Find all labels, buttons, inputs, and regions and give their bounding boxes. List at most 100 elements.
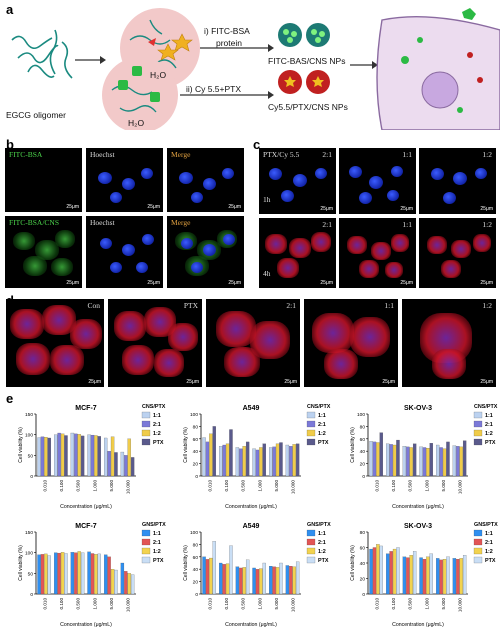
y-tick-label: 100 — [25, 551, 33, 557]
bar — [295, 561, 300, 595]
legend-label: 1:2 — [153, 549, 161, 555]
x-tick-label: 0.010 — [207, 480, 212, 492]
scale-text: 25μm — [88, 379, 101, 385]
legend-label: 2:1 — [318, 540, 326, 546]
bar — [87, 551, 91, 595]
bar — [104, 554, 108, 595]
chart-1: A549 0 20 40 60 80 100 Cell viability (%) 0.010 0… — [183, 404, 331, 510]
b-label-merge-2: Merge — [171, 218, 191, 227]
legend-label: 1:1 — [485, 413, 493, 419]
x-tick-label: 10.000 — [291, 598, 296, 612]
legend-swatch — [473, 556, 483, 564]
legend-swatch — [306, 438, 316, 446]
bar — [456, 559, 460, 595]
bar — [239, 448, 243, 477]
c-ratio-label: 1:1 — [402, 220, 412, 229]
x-tick-label: 0.100 — [391, 480, 396, 492]
bar — [389, 551, 393, 595]
b-label-merge: Merge — [171, 150, 191, 159]
y-tick-label: 60 — [193, 555, 199, 561]
bar — [396, 547, 400, 595]
scale-text: 25μm — [400, 280, 413, 286]
legend-title: CNS/PTX — [307, 404, 331, 410]
x-axis-label: Concentration (μg/mL) — [60, 504, 112, 510]
bar — [235, 566, 240, 595]
bar — [124, 571, 128, 595]
legend-swatch — [141, 547, 151, 555]
c-1h-2-1-image: PTX/Cy 5.5 2:1 1h 25μm — [259, 148, 336, 214]
bar — [422, 559, 427, 595]
bar — [229, 429, 233, 477]
d-2-1-image: 2:1 25μm — [206, 299, 300, 387]
x-tick-label: 0.100 — [59, 480, 64, 492]
bar — [389, 444, 393, 477]
x-tick-label: 1.000 — [257, 480, 262, 492]
bar — [64, 553, 68, 595]
bar — [252, 448, 256, 477]
y-axis-label: Cell viability (%) — [183, 545, 189, 581]
bar — [40, 436, 45, 477]
bar — [212, 541, 216, 595]
bar — [60, 433, 65, 477]
bar — [409, 447, 413, 477]
y-tick-label: 40 — [360, 561, 366, 567]
bar — [37, 554, 41, 595]
y-tick-label: 20 — [193, 462, 199, 468]
bar — [114, 452, 118, 477]
legend-swatch — [306, 547, 316, 555]
bar — [439, 559, 443, 595]
bar — [269, 447, 273, 477]
legend-label: 1:1 — [318, 531, 326, 537]
x-axis-label: Concentration (μg/mL) — [225, 622, 277, 628]
bar — [90, 434, 95, 477]
b-merge-image-2: Merge 25μm — [167, 216, 244, 288]
viability-charts: MCF-7 0 50 100 150 Cell viability (%) 0.010 0.1… — [18, 404, 498, 628]
route-1-label: i) FITC-BSA — [204, 26, 250, 36]
bar — [292, 444, 296, 477]
b-hoechst-image-1: Hoechst 25μm — [86, 148, 163, 212]
bar — [429, 553, 433, 595]
b-fitc-bsa-cns-image: FITC-BSA/CNS 25μm — [5, 216, 82, 288]
x-tick-label: 0.500 — [241, 480, 246, 492]
np2-label: Cy5.5/PTX/CNS NPs — [268, 102, 348, 112]
y-tick-label: 40 — [360, 449, 366, 455]
bar — [459, 446, 463, 477]
bar — [130, 457, 135, 477]
bar — [202, 556, 206, 595]
y-tick-label: 20 — [193, 580, 199, 586]
bar — [409, 555, 413, 595]
bar — [242, 567, 246, 595]
x-tick-label: 0.010 — [374, 598, 379, 610]
bar — [70, 432, 75, 477]
bar — [80, 435, 85, 477]
chart-2: SK-OV-3 0 20 40 60 80 100 Cell viability (%) 0.0… — [350, 404, 498, 510]
y-tick-label: 150 — [25, 412, 33, 418]
bar — [114, 569, 118, 595]
legend-swatch — [306, 429, 316, 437]
bar — [452, 558, 457, 595]
x-axis-label: Concentration (μg/mL) — [392, 504, 444, 510]
x-tick-label: 1.000 — [424, 480, 429, 492]
panel-label-c: c — [253, 137, 261, 152]
y-tick-label: 80 — [360, 424, 366, 430]
x-tick-label: 10.000 — [458, 598, 463, 612]
bar — [262, 443, 266, 477]
bar — [429, 443, 433, 477]
legend-label: 1:2 — [485, 431, 493, 437]
x-tick-label: 0.100 — [59, 598, 64, 610]
bar — [402, 556, 407, 595]
b-hoechst-image-2: Hoechst 25μm — [86, 216, 163, 288]
x-tick-label: 0.010 — [42, 480, 47, 492]
bar — [442, 559, 447, 595]
bar — [386, 553, 390, 595]
bar — [205, 441, 210, 477]
bar — [272, 566, 276, 595]
bar — [376, 544, 380, 595]
bar — [57, 552, 61, 595]
scale-text: 25μm — [228, 204, 241, 210]
legend-swatch — [473, 538, 483, 546]
panel-label-b: b — [6, 137, 14, 152]
y-tick-label: 40 — [193, 449, 199, 455]
legend-swatch — [306, 529, 316, 537]
legend-title: GNS/PTX — [142, 522, 166, 528]
